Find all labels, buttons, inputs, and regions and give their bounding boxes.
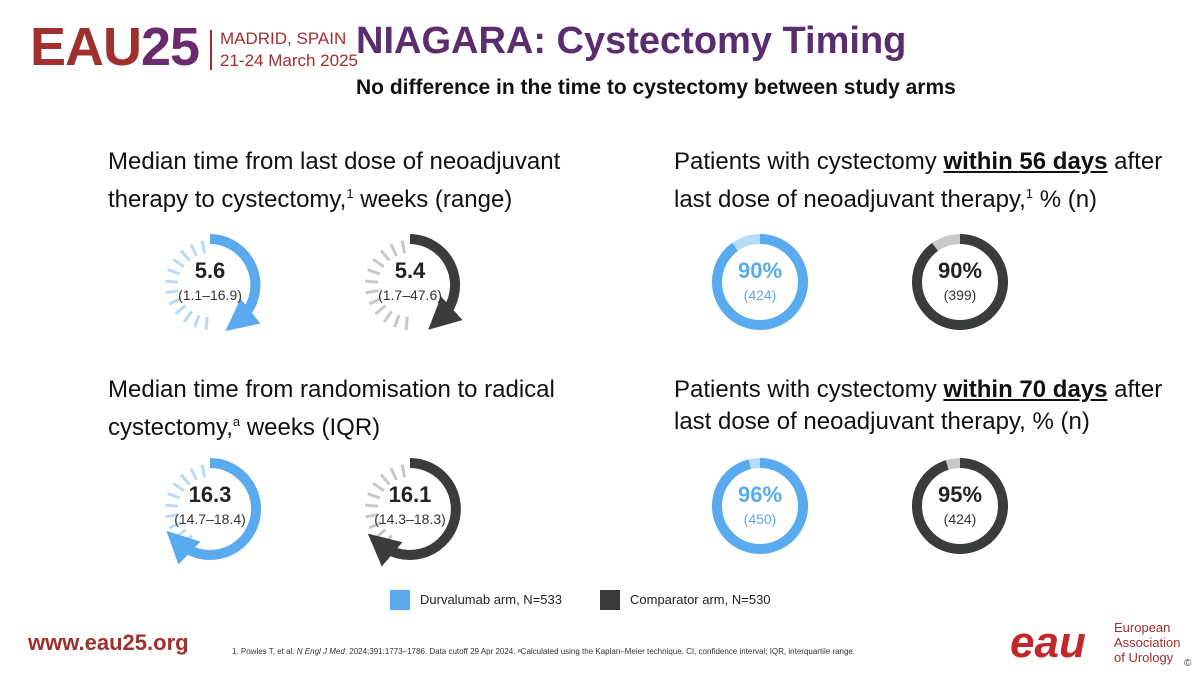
comparator-56-count: (399) — [944, 287, 977, 303]
comparator-legend-label: Comparator arm, N=530 — [630, 592, 771, 607]
comparator-randomisation-arc — [367, 458, 461, 567]
durvalumab-56-percent: 90% — [738, 258, 782, 283]
durvalumab-70-percent: 96% — [738, 482, 782, 507]
eau25-logo: EAU25 — [30, 17, 200, 77]
durvalumab-70-count: (450) — [744, 511, 777, 527]
comparator-randomisation-value: 16.1 — [389, 482, 432, 507]
durvalumab-56-donut: 90% (424) — [712, 234, 808, 330]
durvalumab-median-dial: 5.6 (1.1–16.9) — [165, 234, 261, 331]
comparator-median-range: (1.7–47.6) — [378, 287, 442, 303]
comparator-70-percent: 95% — [938, 482, 982, 507]
comparator-median-arc — [409, 234, 463, 330]
durvalumab-median-value: 5.6 — [195, 258, 226, 283]
durvalumab-70-donut: 96% (450) — [712, 458, 808, 554]
comparator-median-dial: 5.4 (1.7–47.6) — [365, 234, 463, 330]
comparator-56-ring — [912, 234, 1008, 330]
within-70-heading: Patients with cystectomy within 70 days … — [674, 376, 1163, 435]
congress-location: MADRID, SPAIN 21-24 March 2025 — [220, 29, 358, 70]
durvalumab-randomisation-value: 16.3 — [189, 482, 232, 507]
comparator-median-value: 5.4 — [395, 258, 426, 283]
comparator-randomisation-range: (14.3–18.3) — [374, 511, 446, 527]
durvalumab-legend-label: Durvalumab arm, N=533 — [420, 592, 562, 607]
logo-divider — [210, 30, 212, 70]
durvalumab-randomisation-arc — [166, 458, 262, 565]
comparator-70-donut: 95% (424) — [912, 458, 1008, 554]
comparator-dial-ticks — [365, 240, 409, 330]
comparator-56-percent: 90% — [938, 258, 982, 283]
durvalumab-median-range: (1.1–16.9) — [178, 287, 242, 303]
durvalumab-70-ring — [712, 458, 808, 554]
comparator-legend-swatch — [600, 590, 620, 610]
footnote: 1. Powles T, et al. N Engl J Med. 2024;3… — [232, 647, 856, 656]
comparator-70-ring — [912, 458, 1008, 554]
durvalumab-56-ring — [712, 234, 808, 330]
slide-subtitle: No difference in the time to cystectomy … — [356, 76, 956, 99]
copyright-mark: © — [1184, 658, 1192, 669]
within-56-heading: Patients with cystectomy within 56 days … — [674, 148, 1163, 213]
median-randomisation-heading: Median time from randomisation to radica… — [108, 376, 555, 441]
congress-url: www.eau25.org — [28, 630, 189, 655]
durvalumab-legend-swatch — [390, 590, 410, 610]
eau-brand-logo: eau — [1010, 618, 1086, 667]
comparator-56-donut: 90% (399) — [912, 234, 1008, 330]
durvalumab-dial-ticks — [165, 240, 209, 330]
durvalumab-randomisation-range: (14.7–18.4) — [174, 511, 246, 527]
slide-title: NIAGARA: Cystectomy Timing — [356, 20, 907, 62]
durvalumab-median-arc — [209, 234, 261, 331]
eau-org-name: European Association of Urology — [1114, 620, 1181, 665]
comparator-randomisation-dial: 16.1 (14.3–18.3) — [365, 458, 461, 567]
median-last-dose-heading: Median time from last dose of neoadjuvan… — [108, 148, 561, 213]
durvalumab-56-count: (424) — [744, 287, 777, 303]
durvalumab-randomisation-dial: 16.3 (14.7–18.4) — [165, 458, 262, 565]
comparator-70-count: (424) — [944, 511, 977, 527]
